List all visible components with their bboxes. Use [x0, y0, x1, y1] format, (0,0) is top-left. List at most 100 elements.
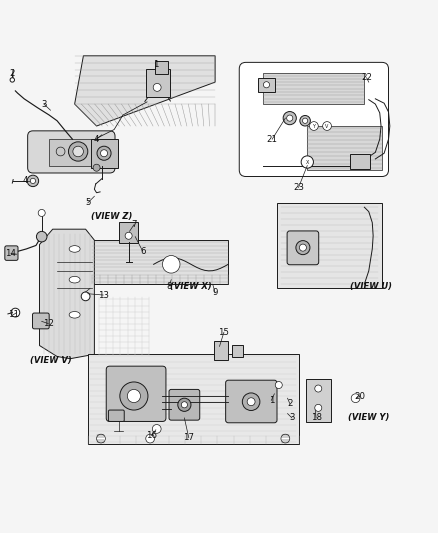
- FancyBboxPatch shape: [350, 154, 369, 168]
- Text: X: X: [305, 159, 308, 165]
- Circle shape: [350, 394, 359, 402]
- Circle shape: [263, 82, 269, 88]
- FancyBboxPatch shape: [239, 62, 388, 176]
- Circle shape: [299, 116, 310, 126]
- Circle shape: [177, 398, 191, 411]
- Circle shape: [153, 84, 161, 91]
- Text: (VIEW Z): (VIEW Z): [91, 212, 132, 221]
- FancyBboxPatch shape: [106, 366, 166, 422]
- Text: 16: 16: [145, 431, 157, 440]
- Circle shape: [36, 231, 47, 242]
- Polygon shape: [39, 229, 94, 359]
- FancyBboxPatch shape: [258, 78, 275, 92]
- Ellipse shape: [69, 311, 80, 318]
- Circle shape: [30, 178, 35, 183]
- Text: 11: 11: [7, 310, 19, 319]
- FancyBboxPatch shape: [169, 390, 199, 420]
- Circle shape: [125, 232, 132, 239]
- Text: 2: 2: [286, 399, 292, 408]
- Circle shape: [27, 175, 39, 187]
- FancyBboxPatch shape: [225, 380, 276, 423]
- Circle shape: [127, 390, 140, 402]
- FancyBboxPatch shape: [155, 61, 167, 74]
- Text: 17: 17: [183, 433, 194, 442]
- Circle shape: [145, 434, 154, 443]
- Polygon shape: [92, 240, 228, 284]
- FancyBboxPatch shape: [214, 341, 228, 360]
- Circle shape: [162, 255, 180, 273]
- Text: 5: 5: [85, 198, 90, 207]
- Circle shape: [280, 434, 289, 443]
- Polygon shape: [276, 203, 381, 288]
- Text: (VIEW U): (VIEW U): [349, 282, 391, 291]
- Circle shape: [68, 142, 88, 161]
- FancyBboxPatch shape: [145, 69, 170, 96]
- Circle shape: [11, 308, 20, 317]
- Circle shape: [309, 122, 318, 131]
- Circle shape: [56, 147, 65, 156]
- Circle shape: [283, 111, 296, 125]
- Ellipse shape: [69, 277, 80, 283]
- Text: 6: 6: [140, 247, 145, 256]
- Circle shape: [314, 405, 321, 411]
- Circle shape: [97, 146, 111, 160]
- Circle shape: [286, 115, 292, 121]
- Text: 20: 20: [353, 392, 365, 400]
- Circle shape: [96, 434, 105, 443]
- Text: 1: 1: [153, 60, 158, 69]
- FancyBboxPatch shape: [91, 139, 117, 168]
- Text: 12: 12: [42, 319, 54, 328]
- FancyBboxPatch shape: [32, 313, 49, 329]
- Text: 8: 8: [166, 282, 171, 291]
- Polygon shape: [74, 56, 215, 126]
- Circle shape: [73, 146, 83, 157]
- Circle shape: [314, 385, 321, 392]
- FancyBboxPatch shape: [231, 345, 243, 357]
- Text: 23: 23: [292, 183, 304, 192]
- Text: (VIEW Y): (VIEW Y): [347, 414, 389, 423]
- Text: 18: 18: [310, 414, 321, 423]
- Circle shape: [81, 292, 90, 301]
- Text: 3: 3: [41, 100, 46, 109]
- Circle shape: [322, 122, 331, 131]
- Text: 22: 22: [360, 73, 371, 82]
- Circle shape: [247, 398, 254, 406]
- Text: 4: 4: [23, 176, 28, 185]
- Text: V: V: [325, 124, 328, 128]
- Circle shape: [300, 156, 313, 168]
- Text: 3: 3: [289, 414, 294, 423]
- Text: 7: 7: [131, 220, 136, 229]
- Text: 15: 15: [218, 328, 229, 337]
- Circle shape: [299, 244, 306, 251]
- Circle shape: [275, 382, 282, 389]
- Circle shape: [152, 425, 161, 433]
- Text: 21: 21: [266, 135, 277, 144]
- Text: 4: 4: [94, 135, 99, 144]
- Text: 13: 13: [97, 290, 109, 300]
- Circle shape: [120, 382, 148, 410]
- Text: (VIEW X): (VIEW X): [170, 282, 212, 291]
- Circle shape: [242, 393, 259, 410]
- FancyBboxPatch shape: [28, 131, 115, 173]
- Circle shape: [302, 118, 307, 123]
- Circle shape: [181, 402, 187, 408]
- Text: 1: 1: [268, 396, 273, 405]
- FancyBboxPatch shape: [119, 222, 138, 243]
- FancyBboxPatch shape: [305, 379, 330, 422]
- FancyBboxPatch shape: [49, 139, 93, 166]
- Text: 9: 9: [212, 288, 217, 297]
- FancyBboxPatch shape: [286, 231, 318, 265]
- Circle shape: [295, 240, 309, 255]
- Circle shape: [93, 164, 100, 171]
- Text: (VIEW V): (VIEW V): [29, 357, 71, 366]
- FancyBboxPatch shape: [108, 410, 124, 422]
- Polygon shape: [307, 126, 381, 170]
- Text: 14: 14: [5, 249, 17, 258]
- Circle shape: [100, 150, 107, 157]
- Polygon shape: [263, 74, 364, 104]
- Polygon shape: [88, 354, 298, 445]
- Text: 2: 2: [10, 69, 15, 78]
- Text: Y: Y: [312, 124, 314, 128]
- FancyBboxPatch shape: [5, 246, 18, 260]
- Circle shape: [38, 209, 45, 216]
